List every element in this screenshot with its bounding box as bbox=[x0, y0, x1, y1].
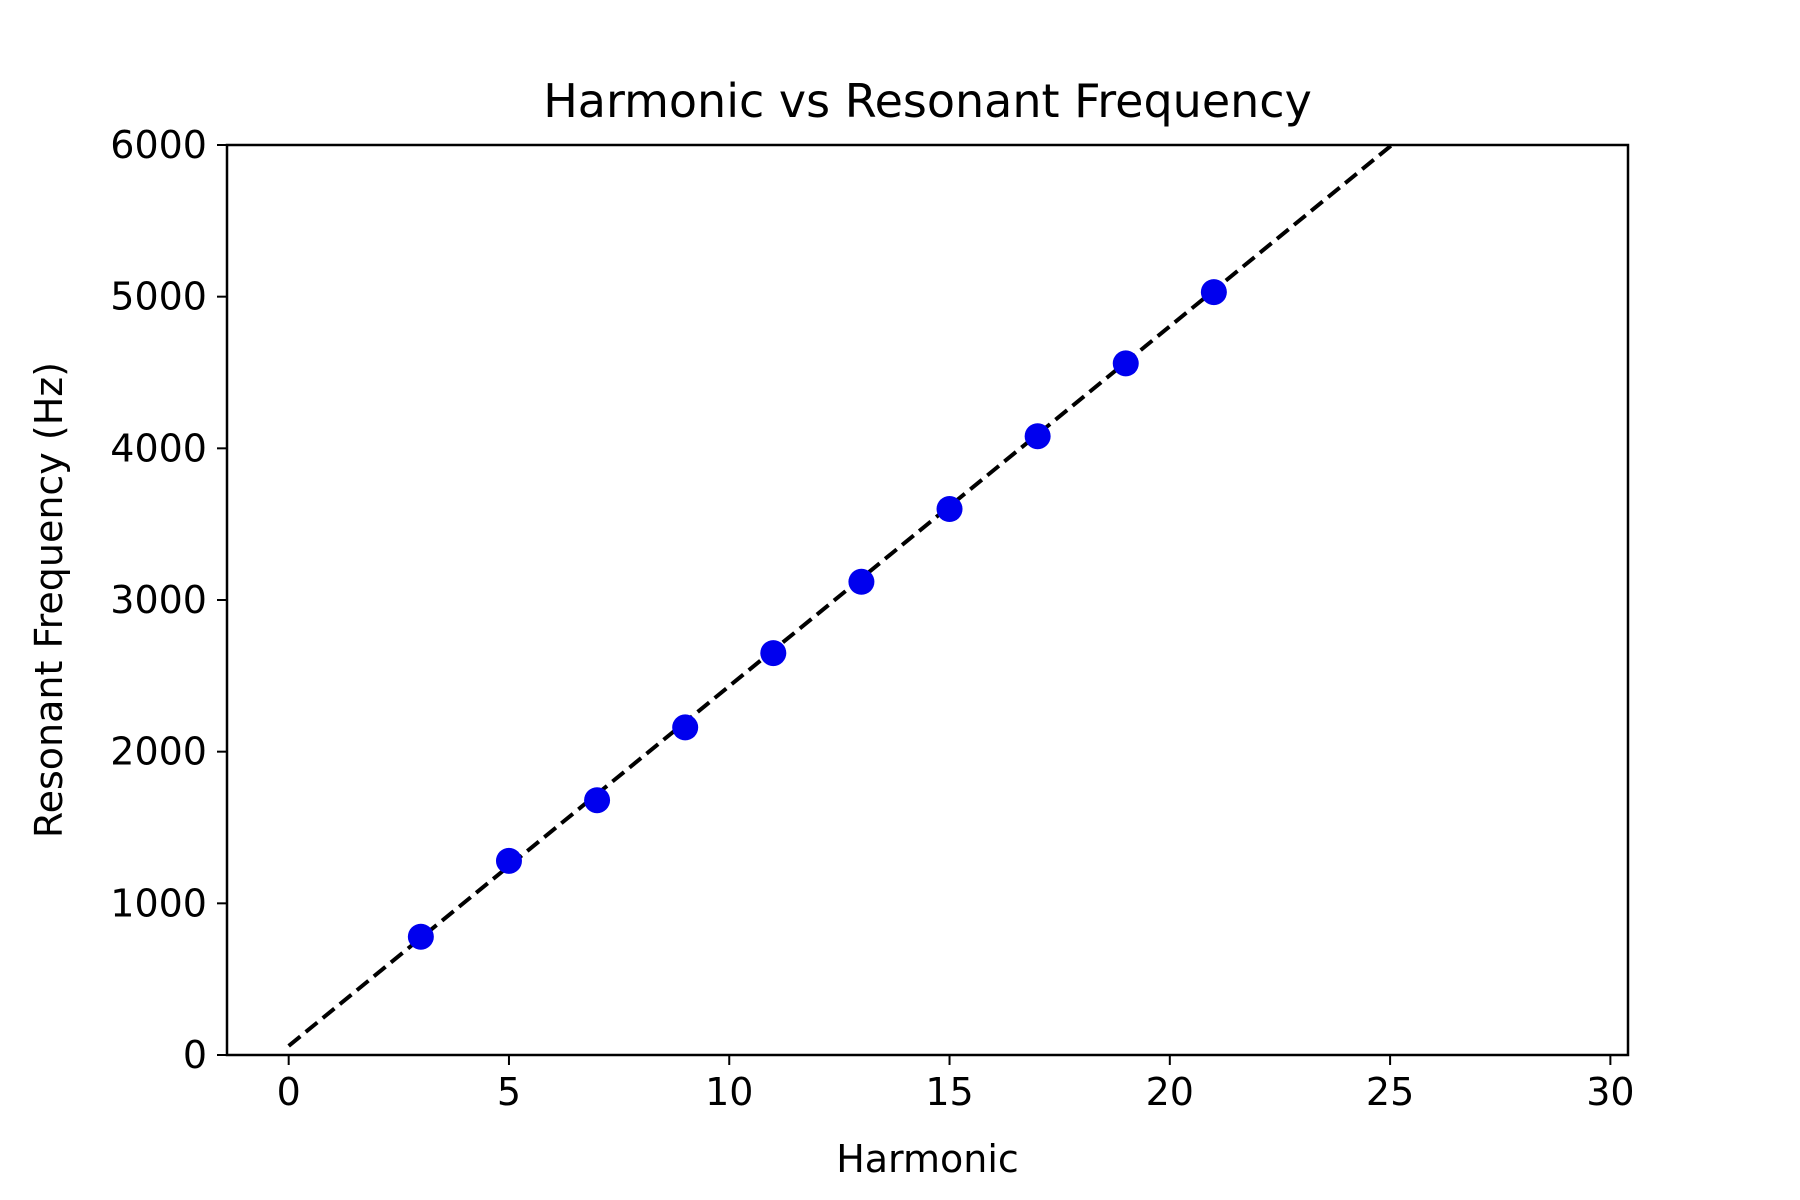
data-point bbox=[1200, 279, 1227, 306]
data-point bbox=[407, 923, 434, 950]
data-point bbox=[1024, 423, 1051, 450]
y-tick-label: 3000 bbox=[110, 578, 207, 622]
data-point bbox=[760, 640, 787, 667]
data-point bbox=[848, 568, 875, 595]
data-point bbox=[1112, 350, 1139, 377]
x-tick-label: 20 bbox=[1146, 1070, 1194, 1114]
y-axis-title: Resonant Frequency (Hz) bbox=[27, 362, 71, 838]
plot-frame bbox=[225, 143, 1630, 1057]
y-tick-label: 4000 bbox=[110, 426, 207, 470]
fit-line bbox=[287, 145, 1394, 1048]
chart-title: Harmonic vs Resonant Frequency bbox=[543, 74, 1312, 128]
y-tick-label: 2000 bbox=[110, 730, 207, 774]
x-tick-label: 15 bbox=[925, 1070, 973, 1114]
plot-area: 0 5 10 15 20 25 30 0 1000 2000 3000 4000 5000 6000 bbox=[110, 123, 1634, 1114]
data-point bbox=[936, 496, 963, 522]
x-tick-label: 30 bbox=[1586, 1070, 1634, 1114]
x-tick-label: 5 bbox=[497, 1070, 521, 1114]
data-layer bbox=[287, 145, 1394, 1048]
data-point bbox=[672, 714, 699, 741]
x-tick-label: 10 bbox=[705, 1070, 753, 1114]
y-tick-label: 1000 bbox=[110, 881, 207, 925]
data-point bbox=[495, 847, 522, 874]
y-tick-label: 6000 bbox=[110, 123, 207, 167]
y-tick-label: 0 bbox=[183, 1033, 207, 1077]
y-tick-label: 5000 bbox=[110, 275, 207, 319]
x-tick-label: 0 bbox=[277, 1070, 301, 1114]
data-point bbox=[584, 787, 611, 814]
x-axis-title: Harmonic bbox=[836, 1137, 1019, 1181]
x-tick-label: 25 bbox=[1366, 1070, 1414, 1114]
